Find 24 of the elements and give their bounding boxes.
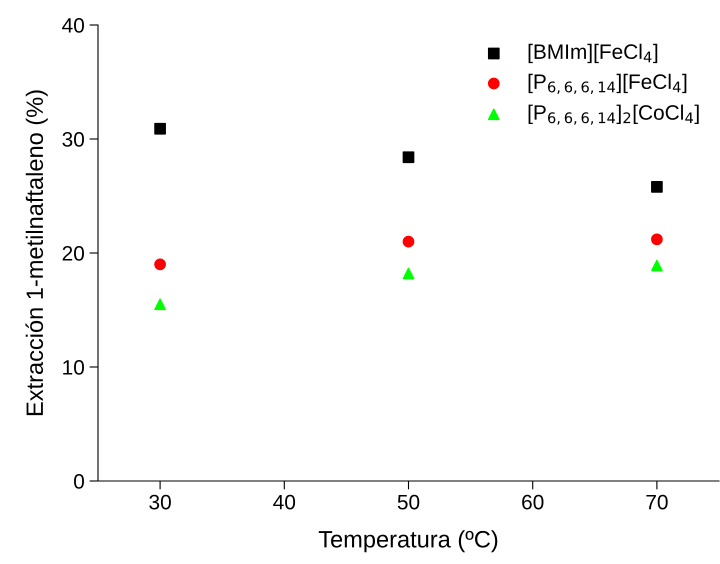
y-tick-label: 0 (74, 474, 84, 489)
y-tick-label: 20 (62, 246, 84, 261)
point (154, 298, 166, 310)
point (651, 233, 663, 246)
point (651, 181, 663, 193)
point (154, 122, 166, 135)
y-tick-label: 40 (62, 18, 84, 33)
point (402, 151, 414, 164)
y-tick-label: 10 (63, 360, 84, 375)
point (154, 258, 166, 270)
point (402, 268, 414, 280)
x-tick-label: 70 (646, 494, 668, 510)
point (651, 260, 663, 272)
y-axis-title: Extracción 1-metilnaftaleno (%) (25, 90, 48, 416)
x-tick-label: 60 (522, 494, 544, 510)
legend-label: [P$_{6,6,6,14}$]$_{2}$[CoCl$_{4}$] (528, 104, 699, 125)
x-tick-label: 30 (149, 494, 171, 510)
x-tick-label: 40 (273, 494, 296, 510)
y-tick-label: 30 (62, 132, 84, 147)
legend-label: [P$_{6,6,6,14}$][FeCl$_{4}$] (528, 74, 686, 94)
point (402, 236, 414, 248)
x-axis-title: Temperatura (ºC) (318, 530, 498, 552)
x-tick-label: 50 (398, 494, 420, 510)
legend-label: [BMIm][FeCl$_{4}$] (528, 44, 658, 64)
